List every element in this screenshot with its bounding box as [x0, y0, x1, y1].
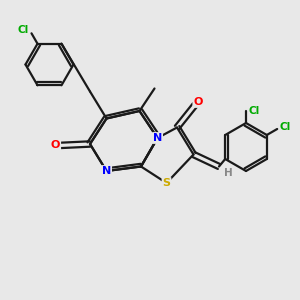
Text: Cl: Cl: [17, 25, 29, 35]
Text: H: H: [224, 168, 232, 178]
Text: N: N: [102, 166, 111, 176]
Text: O: O: [193, 97, 203, 107]
Text: N: N: [153, 133, 162, 143]
Text: O: O: [51, 140, 60, 151]
Text: S: S: [163, 178, 170, 188]
Text: Cl: Cl: [249, 106, 260, 116]
Text: Cl: Cl: [280, 122, 291, 133]
